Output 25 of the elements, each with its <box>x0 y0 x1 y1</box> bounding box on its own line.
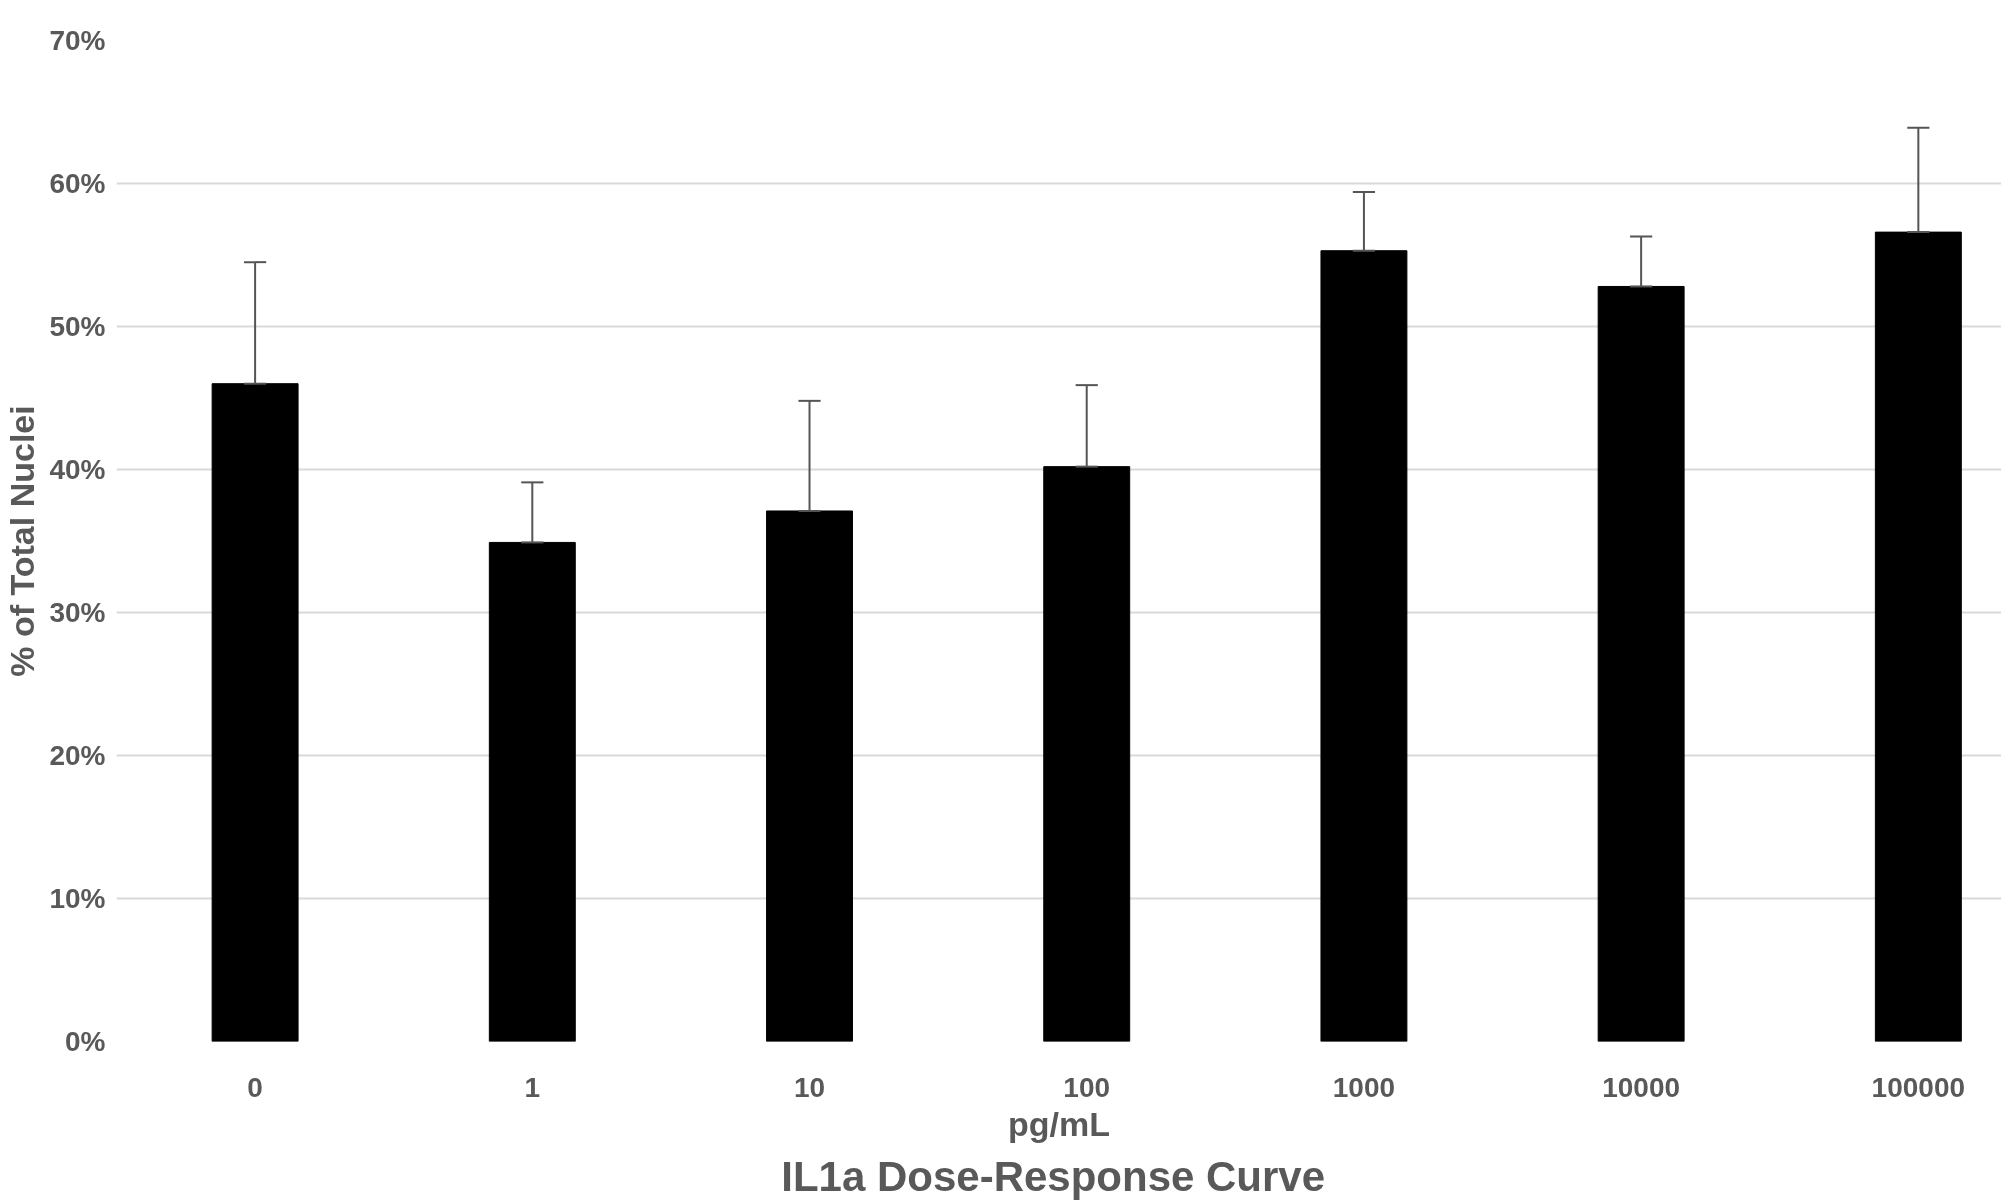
x-axis-title: pg/mL <box>1008 1104 1110 1143</box>
text: IL1a Dose-Response Curve <box>781 1152 1326 1200</box>
y-tick-label: 10% <box>49 883 106 914</box>
y-tick-label: 60% <box>49 168 106 199</box>
y-axis-title: % of Total Nuclei <box>3 405 42 677</box>
bar <box>1874 231 1962 1042</box>
x-tick-label: 10 <box>793 1071 826 1103</box>
y-tick-label: 70% <box>49 25 106 56</box>
y-tick-label: 40% <box>49 454 106 485</box>
bar <box>1597 285 1685 1042</box>
y-tick-label: 30% <box>49 597 106 628</box>
x-tick-label: 1 <box>524 1071 541 1103</box>
x-tick-label: 10000 <box>1602 1071 1681 1103</box>
bar <box>766 510 853 1042</box>
bar <box>1043 466 1131 1042</box>
bar <box>1320 250 1408 1042</box>
y-tick-label: 0% <box>65 1026 106 1057</box>
x-tick-label: 100 <box>1063 1071 1111 1103</box>
y-tick-label: 20% <box>49 740 106 771</box>
x-tick-label: 0 <box>247 1071 263 1103</box>
x-tick-label: 1000 <box>1332 1071 1396 1103</box>
bar <box>211 383 299 1042</box>
x-tick-label: 100000 <box>1871 1071 1966 1103</box>
bar <box>488 541 576 1042</box>
y-tick-label: 50% <box>49 311 106 342</box>
